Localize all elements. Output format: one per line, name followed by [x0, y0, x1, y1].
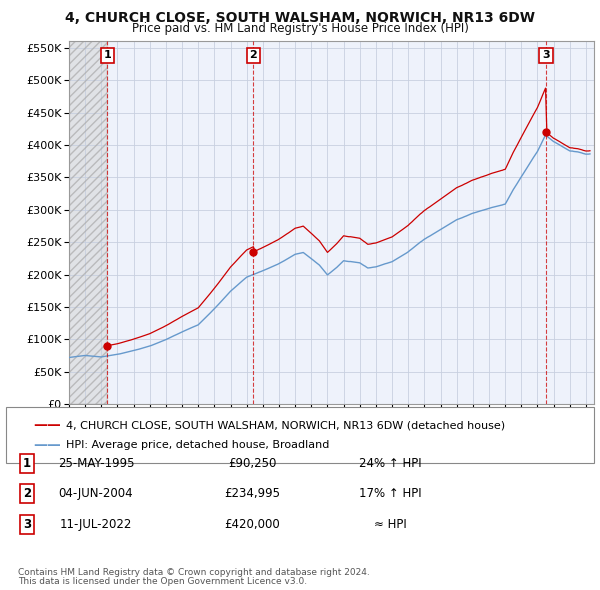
- Text: ——: ——: [33, 438, 61, 452]
- Text: 1: 1: [23, 457, 31, 470]
- Text: 4, CHURCH CLOSE, SOUTH WALSHAM, NORWICH, NR13 6DW (detached house): 4, CHURCH CLOSE, SOUTH WALSHAM, NORWICH,…: [66, 421, 505, 430]
- Text: 3: 3: [542, 50, 550, 60]
- Text: HPI: Average price, detached house, Broadland: HPI: Average price, detached house, Broa…: [66, 440, 329, 450]
- Text: 4, CHURCH CLOSE, SOUTH WALSHAM, NORWICH, NR13 6DW: 4, CHURCH CLOSE, SOUTH WALSHAM, NORWICH,…: [65, 11, 535, 25]
- Text: 3: 3: [23, 518, 31, 531]
- Bar: [69, 41, 107, 404]
- Text: Contains HM Land Registry data © Crown copyright and database right 2024.: Contains HM Land Registry data © Crown c…: [18, 568, 370, 577]
- Text: 1: 1: [104, 50, 112, 60]
- Text: 25-MAY-1995: 25-MAY-1995: [58, 457, 134, 470]
- Text: 2: 2: [250, 50, 257, 60]
- Text: This data is licensed under the Open Government Licence v3.0.: This data is licensed under the Open Gov…: [18, 577, 307, 586]
- Text: £234,995: £234,995: [224, 487, 280, 500]
- Text: 24% ↑ HPI: 24% ↑ HPI: [359, 457, 421, 470]
- Text: 11-JUL-2022: 11-JUL-2022: [60, 518, 132, 531]
- Text: Price paid vs. HM Land Registry's House Price Index (HPI): Price paid vs. HM Land Registry's House …: [131, 22, 469, 35]
- Text: 2: 2: [23, 487, 31, 500]
- Bar: [69, 41, 107, 404]
- Text: 04-JUN-2004: 04-JUN-2004: [59, 487, 133, 500]
- Text: ——: ——: [33, 418, 61, 432]
- Text: £420,000: £420,000: [224, 518, 280, 531]
- Text: £90,250: £90,250: [228, 457, 276, 470]
- Text: ≈ HPI: ≈ HPI: [374, 518, 406, 531]
- Text: 17% ↑ HPI: 17% ↑ HPI: [359, 487, 421, 500]
